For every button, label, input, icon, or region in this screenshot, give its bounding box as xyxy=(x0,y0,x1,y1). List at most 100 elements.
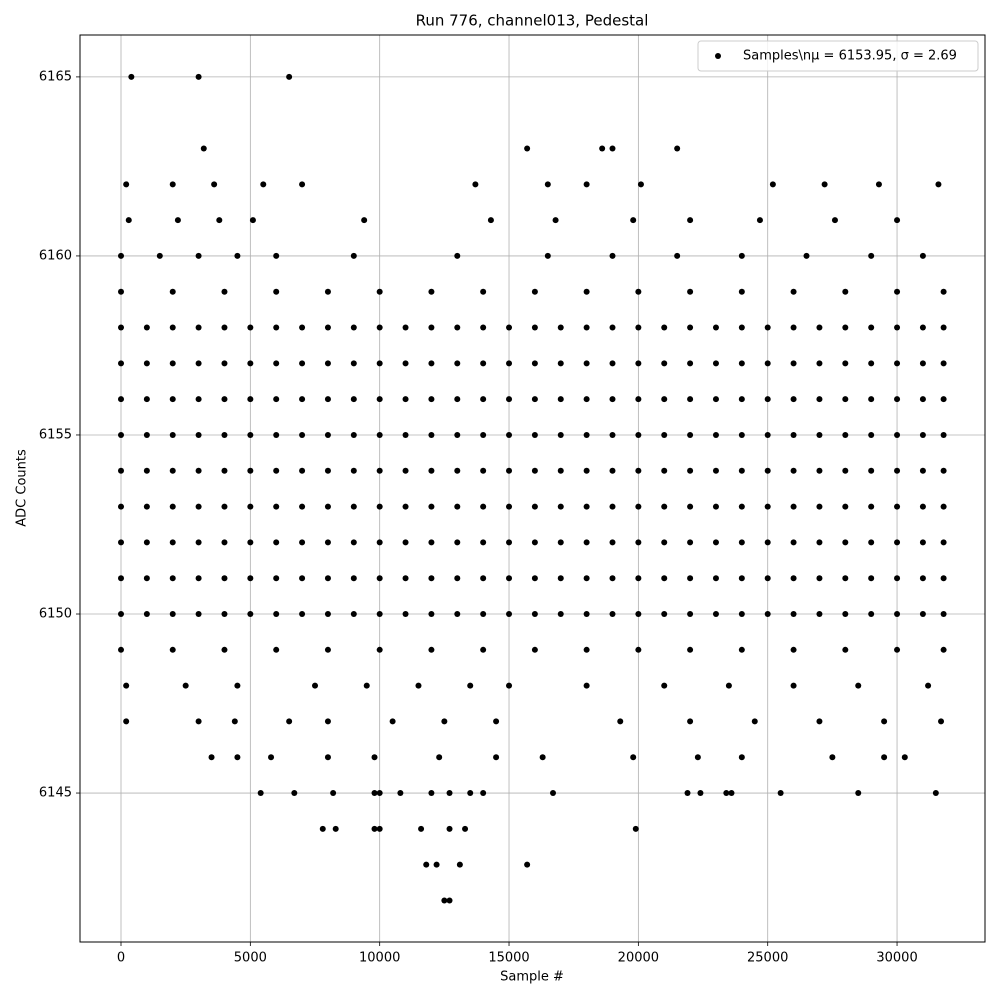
point xyxy=(940,646,947,653)
point xyxy=(531,503,538,510)
point xyxy=(480,396,487,403)
point xyxy=(552,217,559,224)
point xyxy=(324,718,331,725)
point xyxy=(935,181,942,188)
point xyxy=(376,431,383,438)
point xyxy=(247,396,254,403)
point xyxy=(684,790,691,797)
point xyxy=(531,646,538,653)
point xyxy=(557,324,564,331)
point xyxy=(249,217,256,224)
point xyxy=(118,396,125,403)
y-tick-label: 6150 xyxy=(39,607,72,622)
point xyxy=(118,360,125,367)
point xyxy=(842,575,849,582)
point xyxy=(557,503,564,510)
point xyxy=(247,324,254,331)
point xyxy=(376,790,383,797)
point xyxy=(169,646,176,653)
point xyxy=(273,503,280,510)
point xyxy=(402,575,409,582)
point xyxy=(790,431,797,438)
point xyxy=(446,897,453,904)
point xyxy=(200,145,207,152)
point xyxy=(687,575,694,582)
point xyxy=(583,431,590,438)
point xyxy=(454,575,461,582)
point xyxy=(738,467,745,474)
point xyxy=(544,252,551,259)
point xyxy=(531,575,538,582)
point xyxy=(583,682,590,689)
point xyxy=(273,324,280,331)
point xyxy=(371,754,378,761)
point xyxy=(480,467,487,474)
point xyxy=(583,396,590,403)
point xyxy=(635,431,642,438)
point xyxy=(635,288,642,295)
point xyxy=(169,611,176,618)
point xyxy=(221,360,228,367)
point xyxy=(712,324,719,331)
point xyxy=(632,825,639,832)
point xyxy=(397,790,404,797)
point xyxy=(156,252,163,259)
point xyxy=(661,682,668,689)
point xyxy=(376,288,383,295)
point xyxy=(423,861,430,868)
point xyxy=(143,503,150,510)
point xyxy=(324,575,331,582)
point xyxy=(428,611,435,618)
point xyxy=(221,646,228,653)
point xyxy=(480,324,487,331)
point xyxy=(868,431,875,438)
point xyxy=(868,360,875,367)
point xyxy=(324,503,331,510)
point xyxy=(169,431,176,438)
point xyxy=(118,539,125,546)
point xyxy=(531,288,538,295)
point xyxy=(169,324,176,331)
point xyxy=(195,467,202,474)
point xyxy=(195,431,202,438)
y-tick-label: 6145 xyxy=(39,786,72,801)
point xyxy=(260,181,267,188)
point xyxy=(299,611,306,618)
point xyxy=(738,646,745,653)
point xyxy=(738,503,745,510)
point xyxy=(609,611,616,618)
point xyxy=(299,181,306,188)
point xyxy=(531,396,538,403)
point xyxy=(143,611,150,618)
point xyxy=(868,467,875,474)
point xyxy=(402,360,409,367)
point xyxy=(842,467,849,474)
point xyxy=(803,252,810,259)
x-tick-label: 25000 xyxy=(747,951,788,966)
point xyxy=(894,288,901,295)
point xyxy=(790,288,797,295)
x-axis-label: Sample # xyxy=(500,970,564,985)
point xyxy=(118,467,125,474)
point xyxy=(273,575,280,582)
point xyxy=(816,396,823,403)
point xyxy=(661,360,668,367)
point xyxy=(925,682,932,689)
point xyxy=(609,396,616,403)
point xyxy=(661,396,668,403)
point xyxy=(764,396,771,403)
point xyxy=(324,467,331,474)
point xyxy=(123,682,130,689)
point xyxy=(831,217,838,224)
point xyxy=(428,431,435,438)
point xyxy=(609,431,616,438)
point xyxy=(441,897,448,904)
point xyxy=(169,503,176,510)
point xyxy=(940,360,947,367)
point xyxy=(919,467,926,474)
point xyxy=(894,396,901,403)
point xyxy=(531,539,538,546)
point xyxy=(738,288,745,295)
point xyxy=(480,431,487,438)
